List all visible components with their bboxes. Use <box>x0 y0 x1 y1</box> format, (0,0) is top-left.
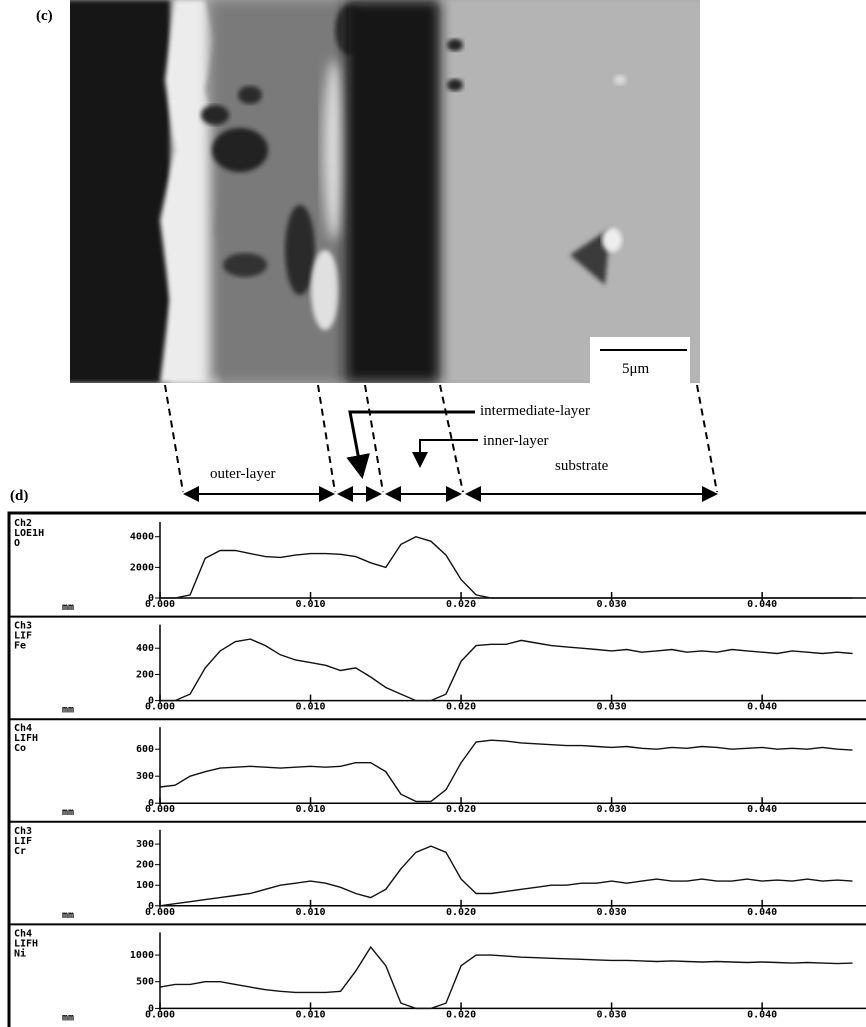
channel-label: Fe <box>14 641 26 652</box>
x-tick-label: 0.010 <box>295 1009 325 1020</box>
x-tick-label: 0.040 <box>747 804 777 815</box>
x-tick-label: 0.010 <box>295 804 325 815</box>
channel-label: Ch3 <box>14 826 32 837</box>
y-tick-label: 500 <box>136 977 154 988</box>
x-tick-label: 0.000 <box>145 907 175 918</box>
layer-arrows <box>183 410 718 502</box>
x-tick-label: 0.020 <box>446 804 476 815</box>
channel-label: Ch3 <box>14 621 32 632</box>
x-tick-label: 0.030 <box>597 804 627 815</box>
layer-label: inner-layer <box>483 433 549 449</box>
x-tick-label: 0.040 <box>747 907 777 918</box>
panel-label: (c) <box>36 8 53 24</box>
layer-label: substrate <box>555 458 609 474</box>
x-unit: mm <box>62 602 74 613</box>
x-tick-label: 0.010 <box>295 702 325 713</box>
x-tick-label: 0.030 <box>597 599 627 610</box>
channel-label: Cr <box>14 846 26 857</box>
x-tick-label: 0.040 <box>747 702 777 713</box>
profile-line <box>160 535 853 599</box>
layer-label: intermediate-layer <box>480 403 590 419</box>
channel-label: Ch4 <box>14 928 32 939</box>
profile-line <box>159 845 853 907</box>
x-tick-label: 0.000 <box>145 702 175 713</box>
y-tick-label: 400 <box>136 643 154 654</box>
x-tick-label: 0.020 <box>446 702 476 713</box>
x-tick-label: 0.030 <box>597 1009 627 1020</box>
x-unit: mm <box>62 705 74 716</box>
x-tick-label: 0.010 <box>295 907 325 918</box>
channel-label: LIFH <box>14 733 38 744</box>
profile-line <box>160 638 853 702</box>
profile-line <box>159 739 853 803</box>
y-tick-label: 4000 <box>130 532 154 543</box>
x-tick-label: 0.040 <box>747 599 777 610</box>
y-tick-label: 0 <box>148 1003 154 1014</box>
channel-label: Ch4 <box>14 723 32 734</box>
y-tick-label: 100 <box>136 880 154 891</box>
channel-label: LIFH <box>14 938 38 949</box>
y-tick-label: 300 <box>136 839 154 850</box>
panel-label: (d) <box>10 488 28 504</box>
x-tick-label: 0.030 <box>597 702 627 713</box>
layer-guides <box>164 384 718 493</box>
y-tick-label: 2000 <box>130 562 154 573</box>
y-tick-label: 0 <box>148 593 154 604</box>
layer-label: outer-layer <box>210 466 276 482</box>
x-unit: mm <box>62 1012 74 1023</box>
y-tick-label: 200 <box>136 669 154 680</box>
sem-image <box>70 0 700 383</box>
y-tick-label: 600 <box>136 744 154 755</box>
y-tick-label: 1000 <box>130 950 154 961</box>
x-tick-label: 0.020 <box>446 907 476 918</box>
y-tick-label: 300 <box>136 771 154 782</box>
x-unit: mm <box>62 910 74 921</box>
x-tick-label: 0.030 <box>597 907 627 918</box>
channel-label: Ch2 <box>14 518 32 529</box>
channel-label: Ni <box>14 947 26 959</box>
channel-label: LIF <box>14 631 32 642</box>
x-tick-label: 0.020 <box>446 1009 476 1020</box>
channel-label: Co <box>14 743 26 754</box>
x-tick-label: 0.000 <box>145 599 175 610</box>
y-tick-label: 0 <box>148 798 154 809</box>
x-tick-label: 0.020 <box>446 599 476 610</box>
y-tick-label: 200 <box>136 860 154 871</box>
x-tick-label: 0.000 <box>145 1009 175 1020</box>
chart-frame <box>7 511 866 1027</box>
channel-label: LOE1H <box>14 528 44 539</box>
x-tick-label: 0.010 <box>295 599 325 610</box>
x-tick-label: 0.040 <box>747 1009 777 1020</box>
y-tick-label: 0 <box>148 901 154 912</box>
channel-label: O <box>14 538 20 549</box>
x-unit: mm <box>62 807 74 818</box>
profile-line <box>159 945 853 1010</box>
channel-label: LIF <box>14 836 32 847</box>
y-tick-label: 0 <box>148 696 154 707</box>
x-tick-label: 0.000 <box>145 804 175 815</box>
scale-bar-label: 5μm <box>622 361 650 377</box>
